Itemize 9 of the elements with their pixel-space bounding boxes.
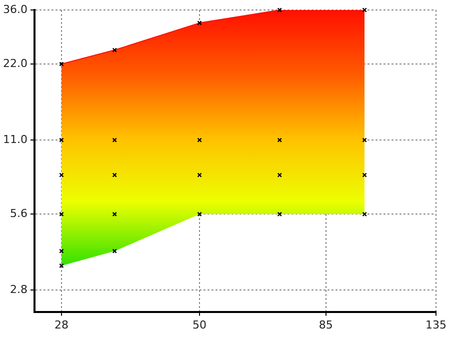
x-tick-label: 28 bbox=[54, 318, 68, 332]
y-tick-label: 2.8 bbox=[10, 283, 28, 296]
x-tick-label: 50 bbox=[192, 318, 207, 332]
y-tick-label: 36.0 bbox=[2, 2, 28, 16]
y-tick-label: 11.0 bbox=[2, 132, 28, 146]
y-tick-label: 5.6 bbox=[10, 207, 28, 220]
x-tick-label: 135 bbox=[426, 318, 446, 332]
x-tick-label: 85 bbox=[318, 318, 333, 332]
y-tick-label: 22.0 bbox=[2, 56, 28, 70]
